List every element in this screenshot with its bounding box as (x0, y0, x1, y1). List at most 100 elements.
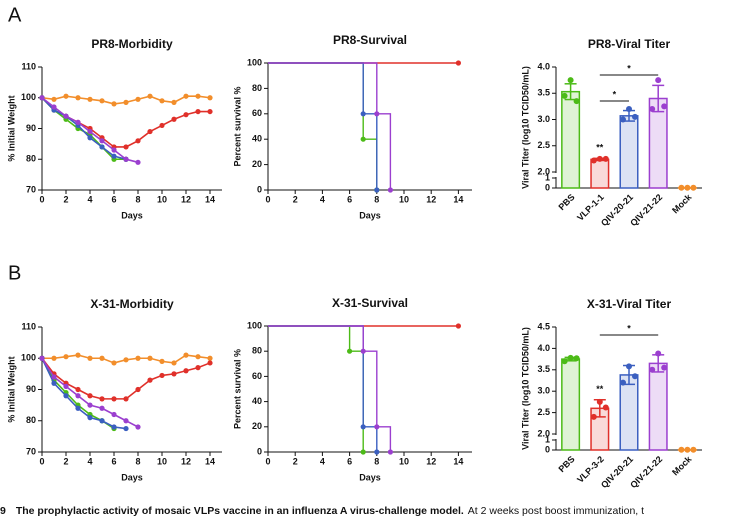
x-tick-label: 0 (39, 194, 44, 204)
data-point (135, 424, 141, 430)
y-tick-label: 2.5 (537, 407, 550, 417)
data-point (147, 355, 153, 361)
y-tick-label: 90 (26, 123, 36, 133)
y-tick-label: 40 (252, 134, 262, 144)
replicate-point (655, 350, 662, 357)
data-point (63, 393, 69, 399)
x-tick-label: 6 (111, 194, 116, 204)
data-point (87, 415, 93, 421)
panel-label: B (8, 262, 21, 284)
y-axis-label: Percent survival % (232, 86, 242, 166)
y-tick-label: 2.0 (537, 428, 550, 438)
data-point (87, 128, 93, 135)
x-tick-label: 6 (111, 456, 116, 466)
data-point (159, 372, 165, 379)
chart-title: X-31-Survival (332, 296, 408, 310)
x-tick-label: 0 (265, 194, 270, 204)
y-tick-label: 110 (21, 321, 36, 331)
data-point (147, 377, 153, 383)
y-tick-label: 0 (545, 444, 550, 454)
caption: 9 The prophylactic activity of mosaic VLP… (0, 505, 644, 517)
replicate-point (590, 157, 597, 164)
x-tick-label: 10 (399, 456, 409, 466)
replicate-point (632, 113, 638, 120)
bar (619, 374, 639, 451)
x-tick-label: 4 (320, 456, 325, 466)
data-point (75, 352, 81, 358)
x-axis-label: Days (121, 210, 143, 220)
replicate-point (690, 446, 697, 453)
data-point (51, 355, 57, 361)
x-tick-label: 4 (320, 194, 325, 204)
replicate-point (602, 155, 609, 162)
replicate-point (620, 379, 626, 386)
bar (619, 115, 639, 189)
data-point (111, 411, 117, 418)
data-point (75, 386, 81, 393)
x-tick-label: 12 (426, 194, 436, 204)
x-tick-label: 0 (265, 456, 270, 466)
x-tick-label: Mock (670, 453, 694, 477)
replicate-point (649, 106, 656, 112)
data-point (51, 380, 57, 386)
data-point (99, 144, 105, 150)
y-tick-label: 3.0 (537, 114, 550, 124)
y-tick-label: 40 (252, 396, 262, 406)
data-point (360, 449, 366, 455)
data-point (147, 93, 153, 99)
data-point (99, 355, 105, 361)
data-point (123, 144, 129, 150)
replicate-point (632, 373, 638, 380)
data-point (63, 93, 69, 99)
x-tick-label: 10 (157, 456, 167, 466)
data-point (171, 360, 177, 366)
y-tick-label: 80 (252, 346, 262, 356)
data-point (87, 96, 93, 102)
panel-label: A (8, 4, 22, 26)
y-tick-label: 4.0 (537, 343, 550, 353)
data-point (207, 355, 213, 361)
x-tick-label: Mock (670, 191, 694, 215)
data-point (455, 60, 461, 66)
data-point (111, 424, 117, 430)
y-tick-label: 20 (252, 159, 262, 169)
x-tick-label: 2 (293, 194, 298, 204)
replicate-point (649, 366, 656, 373)
y-tick-label: 0 (257, 446, 262, 456)
x-tick-label: 14 (453, 456, 463, 466)
data-point (374, 111, 380, 117)
replicate-point (678, 184, 685, 191)
survival-line (268, 325, 392, 452)
y-tick-label: 2.0 (537, 166, 550, 176)
data-point (387, 187, 393, 193)
replicate-point (561, 92, 568, 99)
y-tick-label: 100 (21, 353, 36, 363)
x-tick-label: 8 (374, 456, 379, 466)
x-tick-label: 8 (135, 456, 140, 466)
data-point (123, 99, 129, 105)
data-point (387, 449, 393, 455)
bar (561, 358, 581, 451)
x-tick-label: 8 (135, 194, 140, 204)
x-tick-label: 10 (399, 194, 409, 204)
y-tick-label: 70 (26, 184, 36, 194)
y-tick-label: 0 (545, 182, 550, 192)
data-point (123, 396, 129, 402)
y-axis-label: % Initial Weight (6, 95, 16, 161)
data-point (111, 101, 117, 107)
survival-line (268, 325, 378, 452)
caption-number: 9 (0, 505, 6, 517)
data-point (111, 147, 117, 153)
data-point (111, 153, 117, 159)
data-point (374, 449, 380, 455)
replicate-point (567, 354, 574, 361)
y-tick-label: 60 (252, 108, 262, 118)
x-tick-label: 6 (347, 194, 352, 204)
data-point (39, 355, 45, 361)
data-point (374, 424, 380, 430)
data-point (135, 159, 141, 165)
data-point (360, 424, 366, 430)
data-point (123, 418, 129, 424)
bar (648, 362, 668, 451)
data-point (171, 116, 177, 122)
